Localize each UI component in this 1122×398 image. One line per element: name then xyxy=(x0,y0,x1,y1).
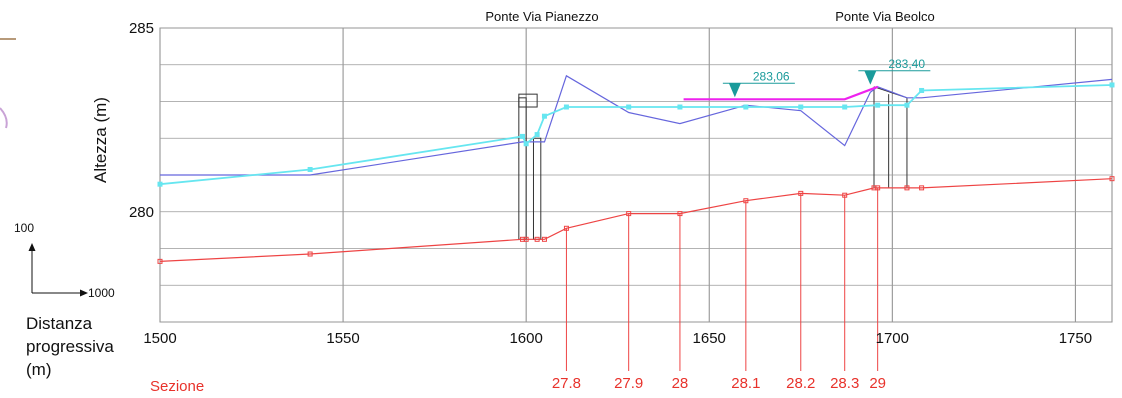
series-point xyxy=(626,211,632,217)
water-level-label: 283,40 xyxy=(888,57,925,71)
section-label: 28 xyxy=(672,375,689,392)
y-tick-label: 285 xyxy=(129,20,154,37)
series-point xyxy=(842,104,848,110)
scale-horizontal-label: 1000 xyxy=(88,286,115,300)
x-tick-label: 1600 xyxy=(509,330,542,347)
water-level-markers: 283,06 283,40 xyxy=(722,57,931,98)
section-label: 27.9 xyxy=(614,375,643,392)
x-tick-label: 1750 xyxy=(1059,330,1092,347)
tick-labels: 1500 1550 1600 1650 1700 1750 285 280 xyxy=(129,20,1092,347)
series-point xyxy=(1109,176,1115,182)
series-point xyxy=(904,185,910,191)
section-label: 28.1 xyxy=(731,375,760,392)
x-tick-label: 1550 xyxy=(326,330,359,347)
scale-horizontal-arrowhead xyxy=(80,289,88,297)
x-axis-title-line-2: progressiva xyxy=(26,337,114,356)
section-label: 28.2 xyxy=(786,375,815,392)
series-point xyxy=(875,185,881,191)
series-point xyxy=(157,258,163,264)
series-point xyxy=(743,198,749,204)
series-point xyxy=(563,104,569,110)
bridge-pier xyxy=(532,137,542,240)
water-level-label: 283,06 xyxy=(753,69,790,83)
series-line xyxy=(683,85,879,101)
water-level-triangle xyxy=(728,83,741,98)
series-line xyxy=(160,74,1113,176)
series-point xyxy=(798,190,804,196)
section-label: 29 xyxy=(869,375,886,392)
series-point xyxy=(677,211,683,217)
x-tick-label: 1650 xyxy=(693,330,726,347)
series-point xyxy=(307,166,313,172)
series-point xyxy=(919,87,925,93)
series-point xyxy=(842,192,848,198)
decorative-fragment-curve xyxy=(0,107,8,129)
bridge-structures xyxy=(518,86,908,240)
series-point xyxy=(534,236,540,242)
series-point xyxy=(523,141,529,147)
series-point xyxy=(523,236,529,242)
scale-indicator: 100 1000 xyxy=(14,221,115,300)
series-point xyxy=(563,225,569,231)
series-line xyxy=(159,178,1113,262)
section-caption: Sezione xyxy=(150,378,204,395)
section-labels: 27.8 27.9 28 28.1 28.2 28.3 29 xyxy=(552,375,886,392)
scale-vertical-label: 100 xyxy=(14,221,34,235)
series-point xyxy=(1109,82,1115,88)
section-lines xyxy=(565,187,879,371)
section-label: 28.3 xyxy=(830,375,859,392)
x-axis-title-line-3: (m) xyxy=(26,360,51,379)
x-axis-title-line-1: Distanza xyxy=(26,314,93,333)
grid xyxy=(159,27,1113,323)
series-point xyxy=(519,133,525,139)
x-tick-label: 1700 xyxy=(876,330,909,347)
series-point xyxy=(904,102,910,108)
series-point xyxy=(541,113,547,119)
series-point xyxy=(541,236,547,242)
bridge-deck xyxy=(518,93,538,108)
scale-vertical-arrowhead xyxy=(28,243,36,251)
series-layer xyxy=(157,74,1115,264)
bridge-pier xyxy=(518,97,527,240)
series-line xyxy=(159,84,1113,186)
series-point xyxy=(677,104,683,110)
series-point xyxy=(307,251,313,257)
series-point xyxy=(798,104,804,110)
series-point xyxy=(743,104,749,110)
series-point xyxy=(534,132,540,138)
series-point xyxy=(919,185,925,191)
water-level-triangle xyxy=(864,70,877,85)
y-tick-label: 280 xyxy=(129,204,154,221)
bridge-label-pianezzo: Ponte Via Pianezzo xyxy=(485,9,598,24)
x-tick-label: 1500 xyxy=(143,330,176,347)
y-axis-title: Altezza (m) xyxy=(91,97,110,183)
series-point xyxy=(157,181,163,187)
series-point xyxy=(875,102,881,108)
series-point xyxy=(626,104,632,110)
section-label: 27.8 xyxy=(552,375,581,392)
bridge-label-beolco: Ponte Via Beolco xyxy=(835,9,935,24)
x-axis-title: Distanza progressiva (m) xyxy=(26,314,114,379)
